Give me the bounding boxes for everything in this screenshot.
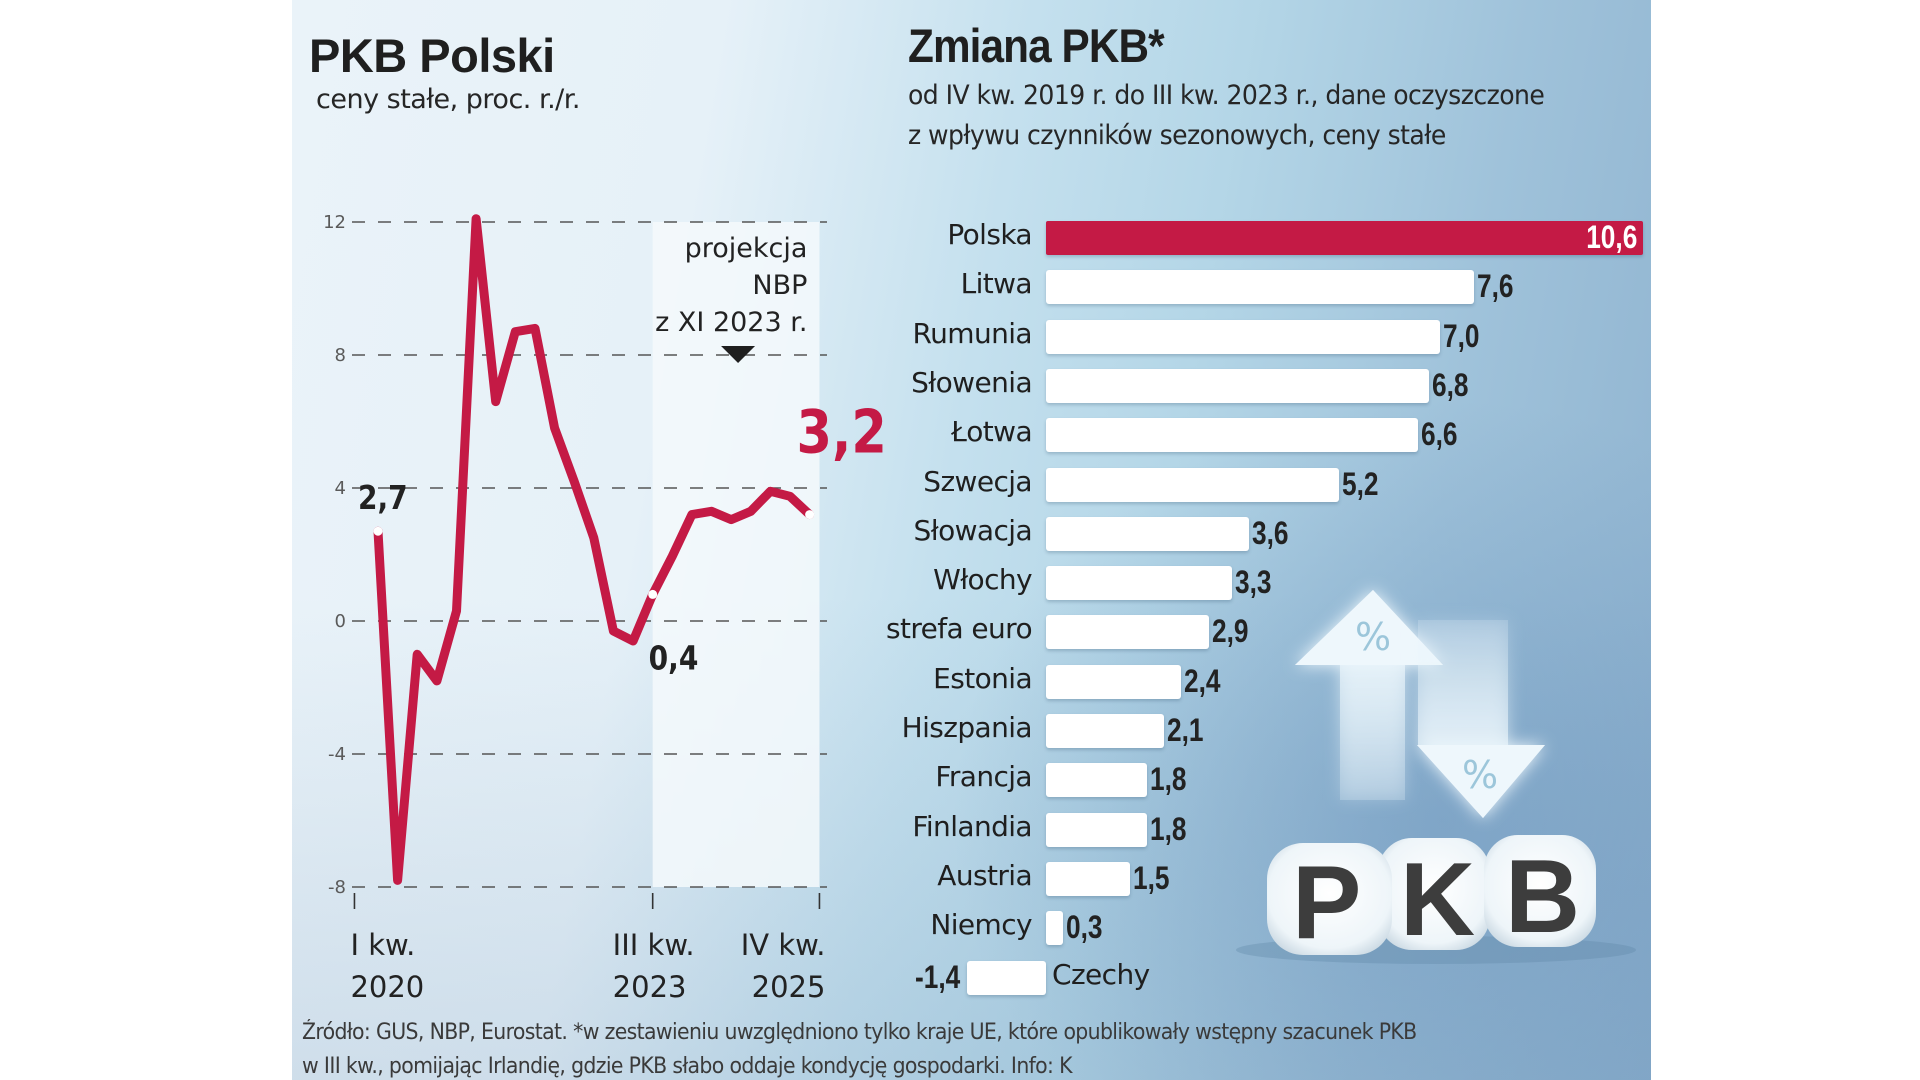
bar-value-label: 1,8 bbox=[1150, 761, 1187, 798]
bar-category-label: Łotwa bbox=[951, 415, 1033, 449]
bar-category-label: Włochy bbox=[933, 563, 1032, 597]
bar bbox=[1046, 368, 1429, 403]
bar-category-label: Austria bbox=[937, 858, 1032, 892]
dice-letter-b: B bbox=[1505, 839, 1580, 955]
projection-region bbox=[652, 222, 820, 887]
x-tick-label: 2020 bbox=[350, 970, 424, 1004]
bar bbox=[1046, 467, 1339, 502]
y-tick-label: -8 bbox=[328, 877, 346, 898]
bar-category-label: Niemcy bbox=[930, 908, 1032, 942]
x-tick-label: IV kw. bbox=[741, 928, 826, 962]
bar bbox=[967, 960, 1046, 995]
x-tick-label: 2023 bbox=[613, 970, 687, 1004]
bar-value-label: 3,3 bbox=[1234, 564, 1272, 601]
projection-label: projekcja NBP z XI 2023 r. bbox=[655, 233, 807, 338]
line-chart: 12 8 4 0 -4 -8 I kw. 2020 III kw. 2023 IV kw. 2025… bbox=[323, 212, 887, 1004]
gdp-line-series bbox=[373, 214, 815, 885]
bar-category-label: Słowenia bbox=[911, 365, 1032, 399]
bar-category-label: Słowacja bbox=[913, 513, 1033, 547]
dice-letter-p: P bbox=[1292, 845, 1361, 961]
pkb-dice: P K B bbox=[1267, 835, 1596, 961]
bar bbox=[1046, 714, 1165, 748]
value-annotation: 0,4 bbox=[649, 640, 699, 678]
projection-label-line: projekcja bbox=[685, 233, 808, 264]
bar-value-label: 0,3 bbox=[1065, 909, 1103, 946]
bar-value-label: 1,8 bbox=[1150, 810, 1187, 847]
bar bbox=[1046, 615, 1210, 650]
bar-category-label: Finlandia bbox=[912, 809, 1032, 843]
bar-category-label: Francja bbox=[935, 760, 1032, 794]
bar bbox=[1046, 812, 1148, 847]
y-tick-label: 0 bbox=[335, 611, 346, 632]
footer-source-line1: Źródło: GUS, NBP, Eurostat. *w zestawien… bbox=[302, 1020, 1417, 1045]
bar bbox=[1046, 911, 1063, 946]
percent-symbol-down: % bbox=[1462, 753, 1498, 797]
projection-triangle-icon bbox=[721, 346, 756, 363]
bar-highlight bbox=[1046, 221, 1643, 255]
y-tick-label: -4 bbox=[328, 744, 346, 765]
data-point-marker bbox=[648, 589, 658, 599]
bar-value-label: 7,0 bbox=[1443, 317, 1480, 354]
bar-value-label: -1,4 bbox=[915, 958, 961, 995]
bar-category-label: Polska bbox=[947, 218, 1032, 251]
bar bbox=[1046, 664, 1182, 699]
bar-value-label: 3,6 bbox=[1251, 514, 1289, 551]
data-point-marker bbox=[805, 510, 815, 520]
x-tick-label: III kw. bbox=[613, 928, 695, 962]
bar-value-label: 6,6 bbox=[1420, 416, 1458, 453]
y-tick-label: 8 bbox=[335, 345, 346, 366]
bar-value-label: 2,4 bbox=[1184, 662, 1221, 699]
value-annotation: 3,2 bbox=[796, 398, 886, 468]
gridlines: 12 8 4 0 -4 -8 bbox=[323, 212, 827, 898]
percent-symbol-up: % bbox=[1355, 615, 1391, 659]
x-tick-label: 2025 bbox=[752, 970, 826, 1004]
bar bbox=[1046, 861, 1131, 896]
dice-letter-k: K bbox=[1400, 842, 1475, 958]
bar-category-label: Estonia bbox=[933, 661, 1032, 695]
bar-value-label: 5,2 bbox=[1341, 465, 1379, 502]
bar-chart-subtitle-line1: od IV kw. 2019 r. do III kw. 2023 r., da… bbox=[908, 80, 1545, 111]
bar-value-label: 7,6 bbox=[1476, 268, 1514, 305]
bar bbox=[1046, 418, 1418, 453]
bar-category-label: Litwa bbox=[960, 267, 1033, 301]
bar-value-label: 1,5 bbox=[1133, 859, 1170, 896]
value-annotation: 2,7 bbox=[358, 480, 408, 518]
arrow-down-percent-icon: % bbox=[1417, 620, 1545, 818]
bar-category-label: Rumunia bbox=[912, 316, 1033, 350]
bar-category-label: Szwecja bbox=[923, 464, 1032, 498]
bar-value-label: 6,8 bbox=[1431, 366, 1469, 403]
bar bbox=[1046, 566, 1232, 601]
line-annotations: 2,7 0,4 3,2 bbox=[358, 398, 887, 678]
bar-value-label: 2,1 bbox=[1167, 712, 1204, 748]
bar-value-label: 2,9 bbox=[1212, 613, 1249, 650]
bar bbox=[1046, 516, 1249, 551]
line-chart-title: PKB Polski bbox=[309, 29, 555, 82]
bar bbox=[1046, 763, 1148, 798]
y-tick-label: 4 bbox=[335, 478, 346, 499]
bar bbox=[1046, 319, 1441, 354]
infographic-panel: PKB Polski ceny stałe, proc. r./r. 12 8 4 0… bbox=[292, 0, 1651, 1080]
x-axis: I kw. 2020 III kw. 2023 IV kw. 2025 bbox=[350, 893, 825, 1004]
arrow-up-percent-icon: % bbox=[1295, 590, 1443, 800]
illustration: % % P K B bbox=[1236, 590, 1636, 964]
bar-value-label: 10,6 bbox=[1585, 219, 1637, 255]
x-tick-label: I kw. bbox=[350, 928, 415, 962]
line-chart-subtitle: ceny stałe, proc. r./r. bbox=[316, 84, 580, 115]
bar-chart-title: Zmiana PKB* bbox=[908, 19, 1165, 72]
y-tick-label: 12 bbox=[323, 212, 346, 233]
line-markers bbox=[373, 510, 815, 599]
bar bbox=[1046, 270, 1474, 305]
data-point-marker bbox=[373, 526, 383, 536]
projection-label-line: NBP bbox=[752, 270, 807, 301]
bar-category-label: Hiszpania bbox=[901, 711, 1033, 744]
bar-category-label: Czechy bbox=[1052, 957, 1150, 991]
bar-category-label: strefa euro bbox=[885, 612, 1033, 646]
bar-chart-subtitle-line2: z wpływu czynników sezonowych, ceny stał… bbox=[908, 120, 1446, 151]
footer-source-line2: w III kw., pomijając Irlandię, gdzie PKB… bbox=[302, 1054, 1073, 1079]
projection-label-line: z XI 2023 r. bbox=[655, 307, 807, 338]
